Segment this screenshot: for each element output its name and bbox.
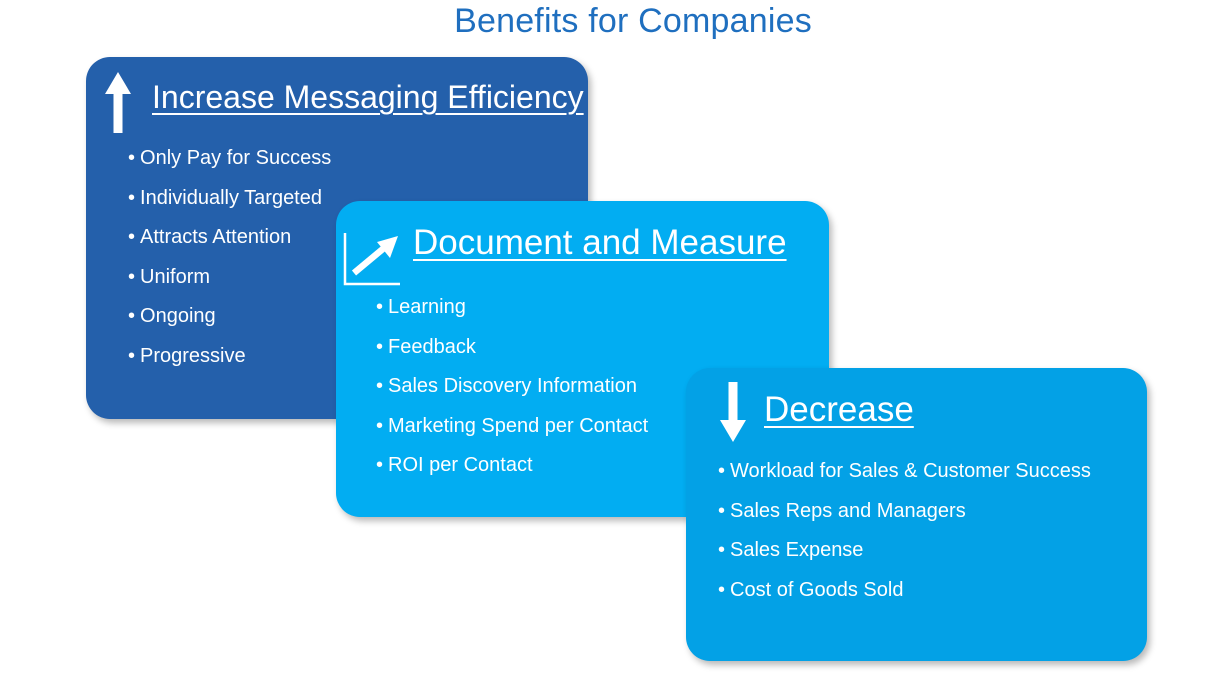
list-item: Ongoing (128, 305, 331, 345)
arrow-up-icon (105, 72, 131, 139)
list-item: Sales Reps and Managers (718, 500, 1091, 540)
bullet-list: Learning Feedback Sales Discovery Inform… (376, 296, 648, 494)
list-item: Individually Targeted (128, 187, 331, 227)
list-item: Cost of Goods Sold (718, 579, 1091, 619)
list-item: Attracts Attention (128, 226, 331, 266)
list-item: Workload for Sales & Customer Success (718, 460, 1091, 500)
list-item: Sales Expense (718, 539, 1091, 579)
card-title: Decrease (764, 390, 914, 430)
card-title: Increase Messaging Efficiency (152, 79, 584, 116)
page-title: Benefits for Companies (0, 2, 1213, 41)
list-item: ROI per Contact (376, 454, 648, 494)
card-title: Document and Measure (413, 223, 787, 263)
trend-up-chart-icon (342, 231, 402, 292)
bullet-list: Only Pay for Success Individually Target… (128, 147, 331, 384)
bullet-list: Workload for Sales & Customer Success Sa… (718, 460, 1091, 618)
list-item: Uniform (128, 266, 331, 306)
list-item: Marketing Spend per Contact (376, 415, 648, 455)
list-item: Sales Discovery Information (376, 375, 648, 415)
list-item: Progressive (128, 345, 331, 385)
arrow-down-icon (720, 382, 746, 447)
card-decrease: Decrease Workload for Sales & Customer S… (686, 368, 1147, 661)
list-item: Feedback (376, 336, 648, 376)
list-item: Learning (376, 296, 648, 336)
list-item: Only Pay for Success (128, 147, 331, 187)
